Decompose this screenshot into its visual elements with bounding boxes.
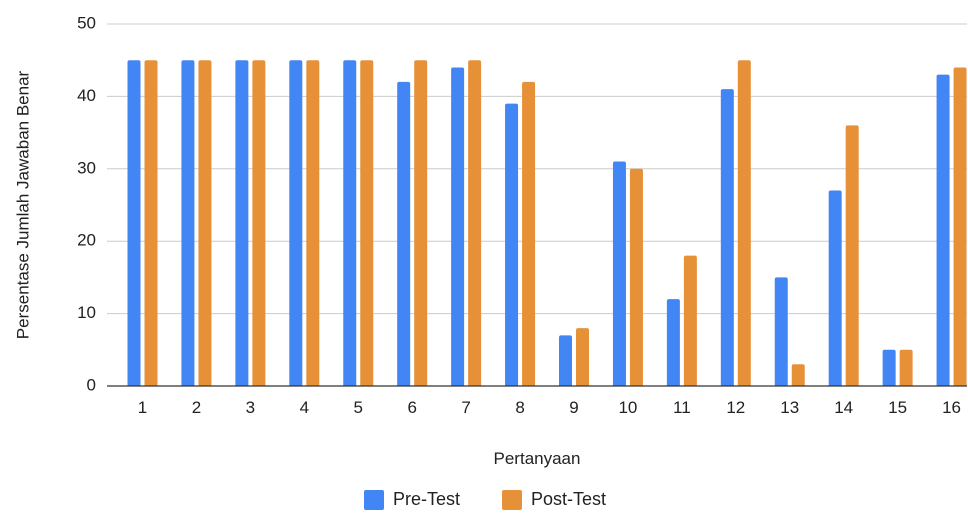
bar-post-test-4 <box>306 60 320 386</box>
legend-item-pre-test: Pre-Test <box>364 489 460 510</box>
bar-pre-test-6 <box>397 81 411 387</box>
x-tick-label: 11 <box>673 398 691 417</box>
bar-pre-test-10 <box>612 161 626 386</box>
x-tick-label: 2 <box>192 398 201 417</box>
legend-swatch <box>502 490 522 510</box>
y-tick-label: 10 <box>77 303 96 322</box>
bar-pre-test-11 <box>666 299 680 386</box>
legend-label: Post-Test <box>531 489 606 509</box>
bar-pre-test-3 <box>235 60 249 386</box>
bar-post-test-9 <box>576 328 589 386</box>
y-tick-label: 0 <box>87 375 96 394</box>
bar-pre-test-4 <box>289 60 303 386</box>
bar-pre-test-5 <box>343 60 357 386</box>
x-axis-title: Pertanyaan <box>494 449 581 468</box>
bar-post-test-5 <box>360 60 374 386</box>
x-tick-label: 3 <box>246 398 255 417</box>
bar-pre-test-7 <box>451 67 465 386</box>
x-tick-label: 6 <box>407 398 416 417</box>
bar-post-test-1 <box>144 60 158 386</box>
y-tick-labels: 0 10 20 30 40 50 <box>77 13 96 394</box>
x-tick-label: 8 <box>515 398 524 417</box>
x-tick-label: 7 <box>461 398 470 417</box>
bar-post-test-2 <box>198 60 212 386</box>
bar-pre-test-14 <box>828 190 842 386</box>
bar-post-test-12 <box>737 60 751 386</box>
legend-label: Pre-Test <box>393 489 460 509</box>
x-tick-label: 16 <box>942 398 961 417</box>
y-axis-title: Persentase Jumlah Jawaban Benar <box>13 70 32 339</box>
x-tick-label: 10 <box>618 398 637 417</box>
bar-pre-test-8 <box>505 103 519 386</box>
bar-pre-test-1 <box>127 60 141 386</box>
bar-pre-test-16 <box>936 74 950 387</box>
bars <box>127 60 967 387</box>
legend-item-post-test: Post-Test <box>502 489 606 510</box>
bar-post-test-14 <box>845 125 859 387</box>
bar-pre-test-15 <box>882 349 896 386</box>
bar-post-test-11 <box>683 255 697 386</box>
bar-post-test-7 <box>468 60 482 386</box>
bar-pre-test-13 <box>774 277 788 386</box>
y-tick-label: 20 <box>77 231 96 250</box>
bar-post-test-16 <box>953 67 967 386</box>
bar-post-test-10 <box>629 168 643 386</box>
bar-pre-test-9 <box>559 335 572 386</box>
gridlines <box>107 23 967 315</box>
legend-swatch <box>364 490 384 510</box>
bar-post-test-6 <box>414 60 428 386</box>
x-tick-label: 12 <box>726 398 745 417</box>
legend: Pre-Test Post-Test <box>364 489 606 510</box>
bar-post-test-3 <box>252 60 266 386</box>
x-tick-labels: 1 2 3 4 5 6 7 8 9 10 11 12 13 14 15 16 <box>138 398 961 417</box>
bar-post-test-13 <box>791 364 805 386</box>
x-tick-label: 15 <box>888 398 907 417</box>
bar-pre-test-12 <box>720 89 734 386</box>
x-tick-label: 14 <box>834 398 853 417</box>
x-tick-label: 5 <box>354 398 363 417</box>
bar-post-test-15 <box>899 349 913 386</box>
x-tick-label: 4 <box>300 398 309 417</box>
y-tick-label: 50 <box>77 13 96 32</box>
bar-pre-test-2 <box>181 60 195 386</box>
x-tick-label: 13 <box>780 398 799 417</box>
x-tick-label: 9 <box>569 398 578 417</box>
bar-post-test-8 <box>522 81 536 387</box>
y-tick-label: 30 <box>77 158 96 177</box>
x-tick-label: 1 <box>138 398 147 417</box>
y-tick-label: 40 <box>77 86 96 105</box>
